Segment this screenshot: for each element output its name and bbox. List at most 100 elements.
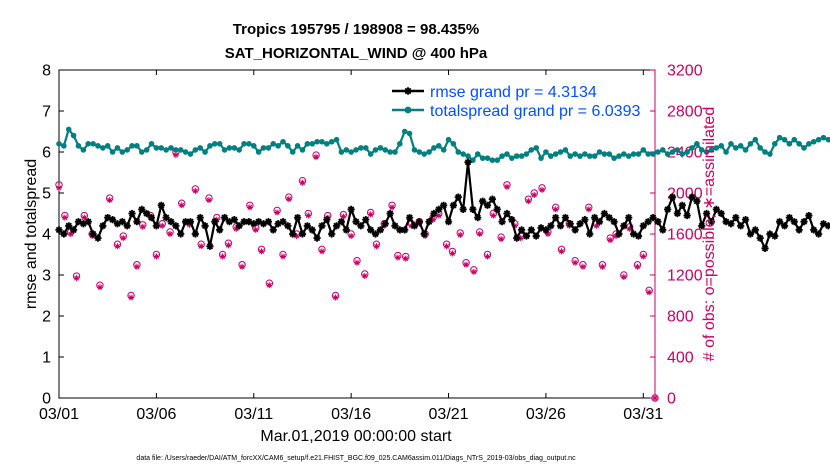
totalspread-point: [479, 155, 486, 161]
totalspread-point: [640, 147, 647, 153]
rmse-point: [367, 226, 375, 234]
rmse-point: [196, 214, 204, 222]
rmse-point: [289, 230, 297, 238]
totalspread-point: [713, 145, 720, 151]
totalspread-point: [182, 149, 189, 155]
assimilated-obs-point: [61, 214, 68, 221]
rmse-point: [60, 230, 68, 238]
rmse-point: [668, 193, 677, 201]
series-rmse: [55, 158, 830, 252]
rmse-point: [313, 234, 321, 242]
rmse-point: [805, 211, 813, 220]
totalspread-point: [474, 151, 481, 157]
totalspread-point: [767, 151, 773, 157]
totalspread-point: [367, 151, 374, 157]
assimilated-obs-point: [67, 231, 74, 237]
rmse-point: [776, 218, 784, 226]
rmse-point: [118, 218, 126, 226]
totalspread-point: [742, 147, 749, 153]
totalspread-point: [109, 149, 116, 155]
rmse-point: [488, 195, 496, 203]
rmse-point: [513, 234, 521, 242]
rmse-point: [425, 218, 433, 226]
rmse-point: [824, 222, 830, 230]
totalspread-point: [737, 143, 744, 149]
rmse-point: [707, 218, 716, 226]
totalspread-point: [757, 145, 763, 151]
assimilated-obs-point: [279, 253, 286, 260]
assimilated-obs-point: [246, 204, 253, 211]
totalspread-point: [226, 145, 233, 151]
rmse-point: [191, 230, 199, 238]
totalspread-point: [207, 143, 213, 149]
assimilated-obs-point: [525, 198, 532, 205]
totalspread-point: [504, 151, 510, 157]
y-right-tick-label: 2800: [667, 104, 703, 121]
rmse-point: [800, 218, 808, 226]
totalspread-point: [358, 145, 364, 151]
totalspread-point: [80, 147, 87, 153]
totalspread-point: [173, 147, 179, 153]
totalspread-point: [625, 153, 632, 159]
rmse-point: [732, 214, 740, 222]
assimilated-obs-point: [167, 231, 174, 237]
totalspread-point: [810, 138, 817, 145]
assimilated-obs-point: [498, 236, 505, 243]
totalspread-point: [129, 143, 135, 149]
rmse-point: [225, 218, 234, 226]
totalspread-point: [455, 149, 462, 155]
assimilated-obs-point: [318, 248, 325, 255]
totalspread-point: [372, 147, 379, 153]
x-axis-label: Mar.01,2019 00:00:00 start: [260, 428, 452, 445]
assimilated-obs-point: [517, 235, 524, 242]
totalspread-point: [416, 149, 423, 155]
rmse-point: [177, 230, 185, 238]
rmse-point: [435, 205, 443, 213]
totalspread-point: [246, 141, 252, 147]
totalspread-point: [820, 134, 827, 141]
assimilated-obs-point: [305, 212, 312, 219]
assimilated-obs-point: [172, 152, 179, 159]
rmse-point: [698, 222, 706, 230]
rmse-point: [566, 220, 574, 228]
totalspread-point: [382, 147, 389, 153]
assimilated-obs-point: [652, 395, 658, 401]
totalspread-point: [431, 145, 437, 151]
totalspread-point: [75, 143, 82, 149]
rmse-point: [152, 222, 160, 230]
totalspread-point: [104, 143, 111, 149]
y-right-tick-label: 0: [667, 391, 676, 408]
rmse-point: [479, 197, 487, 205]
totalspread-point: [552, 151, 559, 157]
assimilated-obs-point: [634, 263, 641, 270]
assimilated-obs-point: [503, 183, 510, 190]
assimilated-obs-point: [258, 248, 265, 255]
rmse-point: [683, 211, 691, 220]
totalspread-point: [187, 151, 194, 157]
totalspread-point: [328, 138, 335, 145]
totalspread-point: [85, 141, 92, 147]
assimilated-obs-point: [219, 253, 226, 260]
totalspread-point: [397, 141, 403, 147]
x-tick-label: 03/31: [623, 406, 663, 423]
legend: rmse grand pr = 4.3134 totalspread grand…: [392, 84, 640, 120]
y-right-tick-label: 1200: [667, 268, 703, 285]
rmse-point: [279, 218, 287, 226]
totalspread-point: [674, 147, 681, 153]
rmse-point: [605, 214, 613, 222]
rmse-point: [522, 232, 531, 240]
rmse-point: [303, 222, 311, 230]
totalspread-point: [392, 149, 398, 155]
assimilated-obs-point: [274, 209, 281, 216]
assimilated-obs-point: [73, 275, 80, 282]
legend-rmse-marker: [404, 87, 412, 95]
totalspread-point: [421, 151, 427, 157]
totalspread-point: [528, 147, 535, 153]
y-left-tick-label: 0: [42, 391, 51, 408]
rmse-point: [591, 214, 599, 222]
rmse-point: [84, 218, 92, 226]
assimilated-obs-point: [299, 179, 306, 186]
rmse-point: [157, 201, 165, 209]
rmse-point: [211, 218, 219, 226]
series-extra-points: [651, 394, 659, 402]
